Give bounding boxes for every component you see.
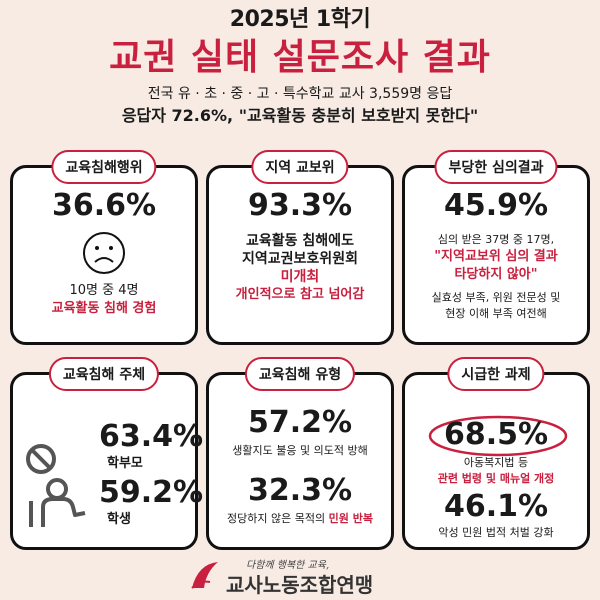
stat-value: 59.2% [99, 475, 204, 510]
stat-label: 학부모 [107, 456, 143, 471]
footer-org: 교사노동조합연맹 [226, 573, 374, 597]
stat-caption: 10명 중 4명 [69, 283, 139, 298]
headline: 응답자 72.6%, "교육활동 충분히 보호받지 못한다" [121, 106, 479, 125]
stat-label-highlight: 민원 반복 [328, 512, 373, 525]
card-tag: 부당한 심의결과 [434, 150, 558, 184]
footer: 다함께 행복한 교육, 교사노동조합연맹 [0, 556, 600, 597]
stat-value: 46.1% [443, 489, 549, 524]
card-tag: 교육침해행위 [51, 150, 157, 184]
card-unfair-review: 부당한 심의결과 45.9% 심의 받은 37명 중 17명, "지역교보위 심… [402, 150, 590, 345]
sad-face-icon [79, 230, 129, 276]
stat-caption-highlight: 교육활동 침해 경험 [51, 301, 157, 316]
semester-label: 2025년 1학기 [229, 7, 371, 32]
stat-label: 생활지도 불응 및 의도적 방해 [232, 444, 368, 457]
page-title: 교권 실태 설문조사 결과 [109, 37, 491, 78]
header: 2025년 1학기 교권 실태 설문조사 결과 전국 유 · 초 · 중 · 고… [0, 6, 600, 128]
stat-caption: 교육활동 침해에도 [246, 233, 354, 249]
stat-caption-highlight: 미개최 [280, 269, 320, 285]
stat-value: 93.3% [247, 188, 353, 223]
forbidden-person-icon [23, 441, 93, 531]
stat-caption: 현장 이해 부족 여전해 [445, 307, 547, 320]
union-logo-icon [188, 558, 222, 594]
stat-label: 아동복지법 등 [463, 456, 529, 469]
card-tag: 지역 교보위 [251, 150, 349, 184]
stat-caption-highlight: 타당하지 않아" [454, 267, 538, 282]
stat-caption: 심의 받은 37명 중 17명, [437, 233, 555, 246]
card-infringement-acts: 교육침해행위 36.6% 10명 중 4명 교육활동 침해 경험 [10, 150, 198, 345]
stat-caption: 실효성 부족, 위원 전문성 및 [431, 291, 561, 304]
card-tag: 시급한 과제 [447, 357, 545, 391]
stat-value: 36.6% [51, 188, 157, 223]
stat-label: 정당하지 않은 목적의 민원 반복 [209, 511, 391, 527]
card-regional-committee: 지역 교보위 93.3% 교육활동 침해에도 지역교권보호위원회 미개최 개인적… [206, 150, 394, 345]
card-infringement-subject: 교육침해 주체 63.4% 학부모 59.2% 학생 [10, 357, 203, 550]
stat-value: 63.4% [99, 419, 204, 454]
stat-label-text: 정당하지 않은 목적의 [227, 512, 329, 525]
circle-highlight-icon [425, 413, 571, 459]
stat-value: 57.2% [247, 405, 353, 440]
survey-subtitle: 전국 유 · 초 · 중 · 고 · 특수학교 교사 3,559명 응답 [147, 86, 453, 102]
card-urgent-tasks: 시급한 과제 68.5% 아동복지법 등 관련 법령 및 매뉴얼 개정 46.1… [402, 357, 590, 550]
stat-value: 68.5% [443, 417, 549, 452]
stat-value: 32.3% [247, 473, 353, 508]
stat-value: 45.9% [443, 188, 549, 223]
card-tag: 교육침해 주체 [48, 357, 160, 391]
stat-caption-highlight: 개인적으로 참고 넘어감 [235, 287, 365, 302]
stat-label-highlight: 관련 법령 및 매뉴얼 개정 [437, 472, 555, 485]
card-tag: 교육침해 유형 [244, 357, 356, 391]
stat-label: 학생 [107, 512, 131, 527]
stat-caption: 지역교권보호위원회 [242, 251, 358, 267]
stat-label: 악성 민원 법적 처벌 강화 [438, 526, 554, 539]
card-infringement-type: 교육침해 유형 57.2% 생활지도 불응 및 의도적 방해 32.3% 정당하… [206, 357, 394, 550]
footer-slogan: 다함께 행복한 교육, [246, 560, 330, 571]
stat-caption-highlight: "지역교보위 심의 결과 [434, 249, 558, 264]
